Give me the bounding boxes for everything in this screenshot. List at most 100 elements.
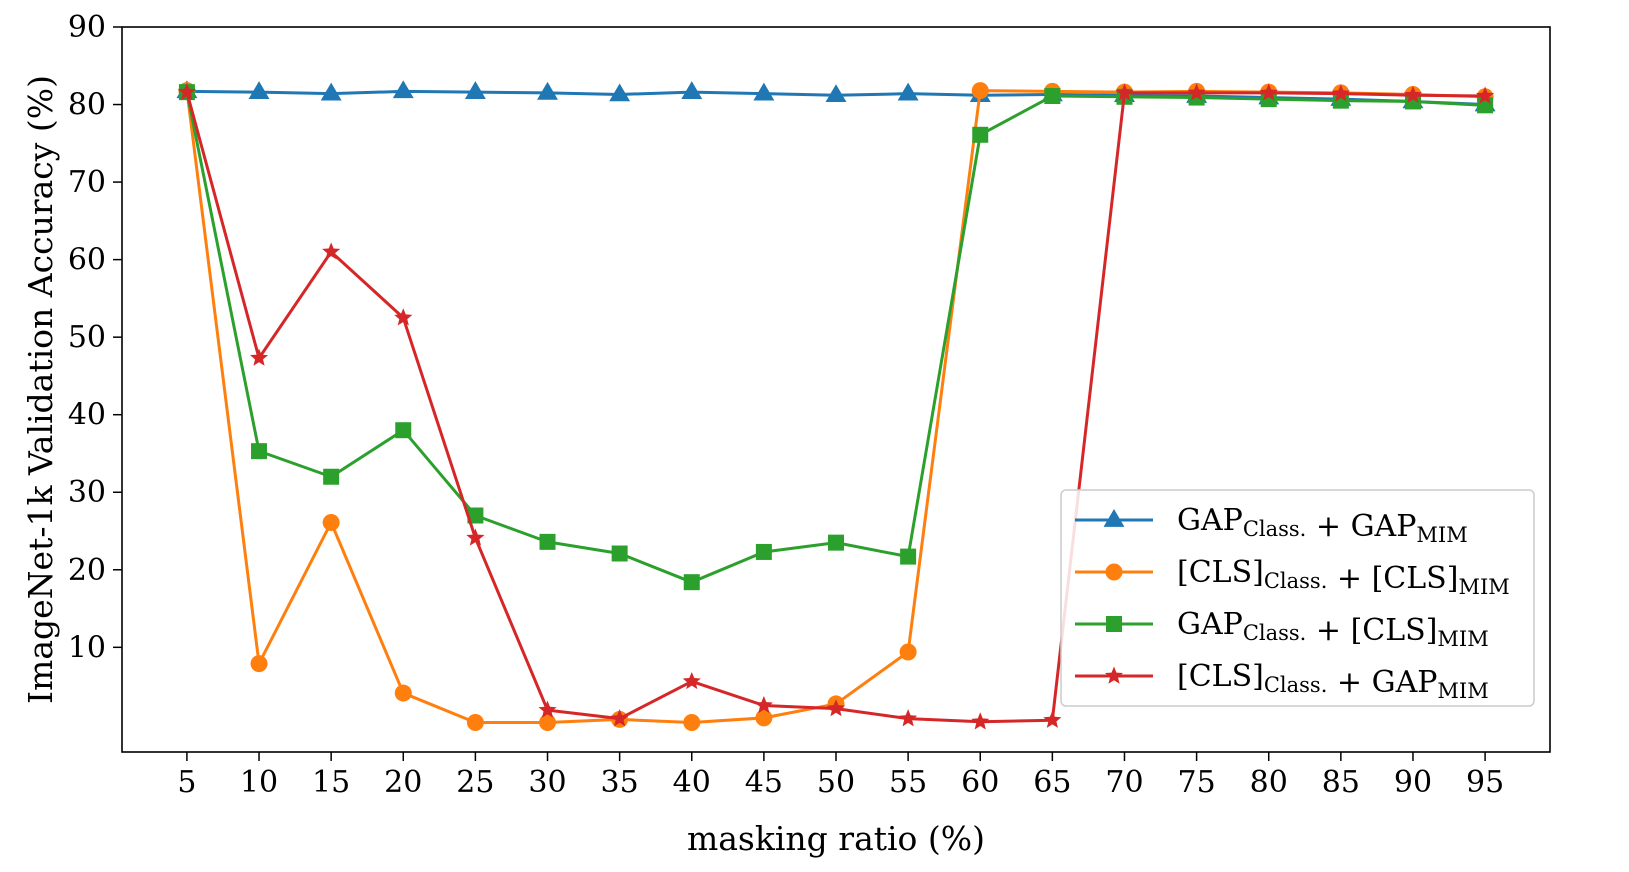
data-point (464, 81, 486, 99)
data-point (1403, 85, 1422, 103)
data-point (897, 82, 919, 101)
x-tick-label: 85 (1322, 765, 1360, 800)
data-point (1476, 86, 1495, 104)
legend: GAPClass. + GAPMIM [CLS]Class. + [CLS]MIM… (1060, 489, 1535, 707)
x-tick-label: 60 (961, 765, 999, 800)
marks-layer (176, 80, 1496, 732)
series-0 (176, 80, 1496, 112)
legend-marker (1104, 666, 1124, 684)
data-point (828, 534, 844, 551)
data-point (539, 533, 556, 550)
data-point (251, 443, 268, 460)
data-point (466, 528, 485, 546)
data-point (611, 545, 628, 562)
data-point (250, 348, 269, 366)
y-tick-label: 20 (68, 553, 106, 588)
data-point (1187, 83, 1206, 101)
data-point (392, 80, 414, 99)
data-point (1115, 83, 1134, 101)
data-point (971, 82, 989, 100)
y-tick-label: 80 (68, 88, 106, 123)
legend-entry: [CLS]Class. + [CLS]MIM (1075, 555, 1510, 599)
data-point (466, 714, 484, 732)
data-point (754, 695, 773, 714)
x-tick-label: 15 (312, 765, 350, 800)
data-point (248, 81, 270, 99)
x-tick-label: 40 (673, 765, 711, 800)
data-point (683, 574, 700, 591)
data-point (825, 84, 847, 103)
data-point (394, 684, 412, 702)
y-tick-label: 90 (68, 10, 106, 45)
data-point (971, 712, 990, 730)
data-point (609, 83, 631, 102)
data-point (1044, 88, 1061, 105)
x-tick-label: 90 (1394, 765, 1432, 800)
x-tick-label: 30 (528, 765, 566, 800)
data-point (394, 308, 413, 326)
x-tick-label: 55 (889, 765, 927, 800)
legend-entry: [CLS]Class. + GAPMIM (1075, 659, 1489, 703)
series-3 (177, 82, 1495, 730)
x-tick-label: 20 (384, 765, 422, 800)
data-point (1043, 710, 1062, 728)
data-point (395, 422, 412, 439)
data-point (1331, 84, 1350, 102)
data-point (538, 700, 557, 718)
legend-entry: GAPClass. + GAPMIM (1075, 503, 1468, 547)
y-tick-label: 10 (68, 630, 106, 665)
data-point (753, 82, 775, 101)
x-tick-label: 50 (817, 765, 855, 800)
y-axis-title: ImageNet-1k Validation Accuracy (%) (21, 75, 60, 704)
data-point (1259, 83, 1278, 101)
x-tick-label: 65 (1033, 765, 1071, 800)
y-tick-label: 60 (68, 243, 106, 278)
data-point (755, 709, 773, 727)
legend-marker (1103, 509, 1125, 527)
x-tick-label: 45 (745, 765, 783, 800)
legend-marker (1105, 563, 1123, 581)
x-tick-label: 80 (1250, 765, 1288, 800)
legend-label: GAPClass. + [CLS]MIM (1177, 607, 1489, 651)
x-tick-label: 25 (456, 765, 494, 800)
legend-label: [CLS]Class. + [CLS]MIM (1177, 555, 1510, 599)
data-point (826, 699, 846, 717)
data-point (322, 242, 341, 260)
data-point (899, 709, 918, 727)
x-tick-label: 70 (1105, 765, 1143, 800)
data-point (681, 81, 703, 99)
data-point (322, 513, 340, 531)
x-tick-label: 95 (1466, 765, 1504, 800)
y-tick-label: 40 (68, 398, 106, 433)
x-tick-label: 5 (177, 765, 196, 800)
y-tick-label: 70 (68, 165, 106, 200)
data-point (539, 714, 557, 732)
x-tick-label: 10 (240, 765, 278, 800)
y-tick-label: 50 (68, 320, 106, 355)
legend-label: [CLS]Class. + GAPMIM (1177, 659, 1489, 703)
data-point (537, 81, 558, 100)
data-point (755, 543, 772, 560)
legend-marker (1106, 616, 1122, 632)
legend-label: GAPClass. + GAPMIM (1177, 503, 1468, 547)
x-tick-label: 75 (1178, 765, 1216, 800)
data-point (972, 126, 989, 143)
x-tick-label: 35 (601, 765, 639, 800)
data-point (610, 709, 629, 727)
x-axis-title: masking ratio (%) (687, 819, 985, 858)
data-point (320, 82, 342, 101)
ticks-layer: 5 10 15 20 25 30 35 40 45 50 55 60 65 70 75 80 85 90 95 10 2… (68, 10, 1504, 800)
data-point (177, 82, 196, 100)
data-point (467, 507, 484, 524)
data-point (323, 468, 340, 485)
data-point (250, 655, 268, 673)
data-point (900, 548, 917, 565)
y-tick-label: 30 (68, 475, 106, 510)
legend-entry: GAPClass. + [CLS]MIM (1075, 607, 1489, 651)
data-point (899, 643, 917, 661)
data-point (682, 671, 701, 690)
legend-box (1060, 489, 1535, 707)
data-point (683, 714, 701, 732)
